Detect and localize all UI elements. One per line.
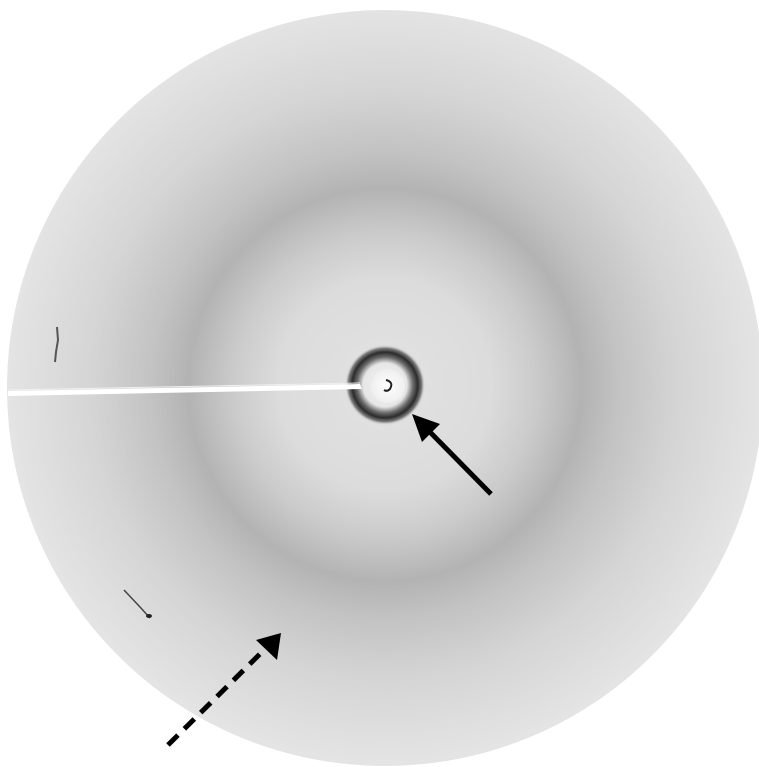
beam-stop [371, 369, 405, 403]
beam-stop-arm [8, 384, 362, 396]
spot-artifact-lower-left [123, 589, 151, 619]
beam-center-mark [383, 379, 393, 392]
solid-arrow [412, 414, 493, 496]
spot-artifact-left [54, 326, 60, 363]
dashed-arrow [166, 633, 281, 747]
